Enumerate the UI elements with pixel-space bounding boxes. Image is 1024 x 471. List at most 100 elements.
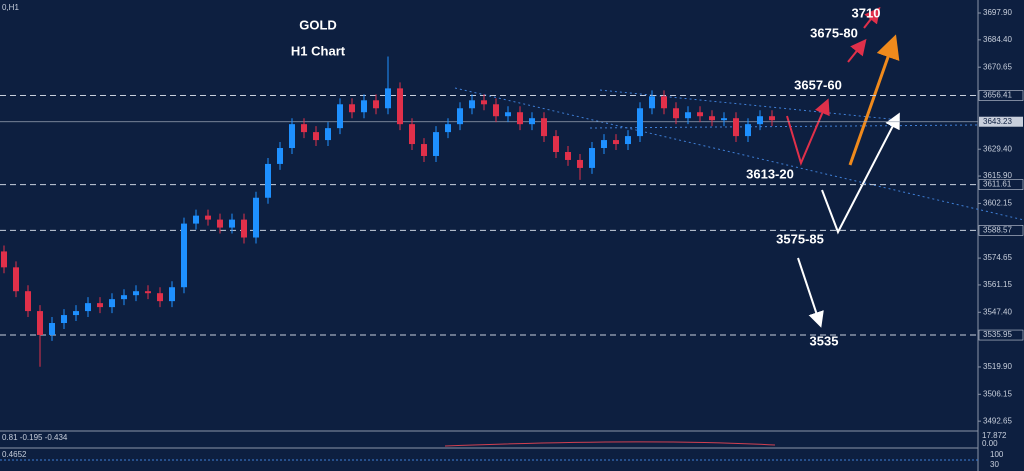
- annotation: 3575-85: [776, 231, 824, 246]
- candle-body: [721, 118, 727, 121]
- y-tick-label: 3492.65: [983, 416, 1012, 425]
- candle-body: [673, 108, 679, 119]
- candle-body: [277, 148, 283, 164]
- current-price-label: 3643.23: [983, 117, 1012, 126]
- candle-body: [265, 163, 271, 198]
- candle-body: [217, 219, 223, 228]
- candle-body: [505, 112, 511, 117]
- candle-body: [361, 100, 367, 113]
- candle-body: [37, 311, 43, 335]
- level-box: [978, 179, 1024, 190]
- candle-body: [541, 118, 547, 137]
- channel-lines: [454, 87, 1024, 221]
- candle-body: [421, 144, 427, 156]
- chart-title: GOLD: [299, 17, 337, 32]
- candle-body: [289, 124, 295, 149]
- level-label: 3611.61: [983, 180, 1012, 189]
- y-tick-label: 3561.15: [983, 280, 1012, 289]
- annotation: 3657-60: [794, 77, 842, 92]
- arrow: [797, 257, 824, 328]
- arrow: [821, 112, 900, 235]
- y-tick-label: 3615.90: [983, 171, 1012, 180]
- candle-body: [325, 128, 331, 141]
- annotation: 3535: [810, 333, 839, 348]
- candle-body: [385, 88, 391, 109]
- candle-body: [493, 104, 499, 117]
- candle-body: [229, 219, 235, 228]
- y-tick-label: 3574.65: [983, 253, 1012, 262]
- scenario-arrows: [786, 6, 900, 328]
- candle-body: [169, 287, 175, 302]
- candle-body: [49, 323, 55, 335]
- candle-body: [601, 140, 607, 149]
- candle-body: [73, 311, 79, 316]
- candle-body: [253, 197, 259, 238]
- annotation: 3675-80: [810, 25, 858, 40]
- candle-body: [193, 215, 199, 224]
- indicator-label: 0.4652: [2, 450, 27, 459]
- candle-body: [769, 116, 775, 121]
- arrow: [847, 38, 867, 63]
- candle-body: [181, 223, 187, 288]
- candle-body: [481, 100, 487, 105]
- candle-body: [85, 303, 91, 312]
- level-box: [978, 90, 1024, 101]
- y-tick-label: 3519.90: [983, 362, 1012, 371]
- candle-body: [157, 293, 163, 302]
- candle-body: [529, 118, 535, 125]
- candle-body: [649, 96, 655, 109]
- channel-line: [599, 89, 901, 121]
- candle-body: [121, 295, 127, 300]
- candle-body: [697, 112, 703, 117]
- annotation: 3613-20: [746, 166, 794, 181]
- level-label: 3535.95: [983, 330, 1012, 339]
- candle-body: [625, 136, 631, 145]
- candle-body: [637, 108, 643, 137]
- y-tick-label: 3684.40: [983, 35, 1012, 44]
- y-tick-label: 3602.15: [983, 199, 1012, 208]
- y-tick-label: 3547.40: [983, 307, 1012, 316]
- candle-body: [337, 104, 343, 129]
- arrow: [786, 98, 830, 166]
- indicator-line: [444, 441, 776, 447]
- candle-body: [109, 299, 115, 308]
- candle-body: [433, 132, 439, 156]
- candle-body: [613, 140, 619, 145]
- candle-body: [565, 152, 571, 160]
- candle-body: [97, 303, 103, 308]
- candle-body: [205, 215, 211, 220]
- candle-body: [517, 112, 523, 125]
- candle-body: [373, 100, 379, 109]
- annotation: 3710: [852, 5, 881, 20]
- candle-body: [13, 267, 19, 292]
- candle-body: [709, 116, 715, 121]
- candle-body: [145, 291, 151, 294]
- candle-body: [133, 291, 139, 296]
- y-tick-label: 3629.40: [983, 144, 1012, 153]
- level-box: [978, 329, 1024, 341]
- candle-body: [661, 96, 667, 109]
- chart-subtitle: H1 Chart: [291, 43, 346, 58]
- candle-body: [313, 132, 319, 141]
- candle-body: [685, 112, 691, 119]
- candle-body: [445, 124, 451, 133]
- candle-body: [577, 159, 583, 168]
- indicator-tick: 17.872: [982, 431, 1007, 440]
- indicator-tick: 100: [990, 450, 1004, 459]
- level-label: 3656.41: [983, 91, 1012, 100]
- symbol-label: 0,H1: [2, 3, 19, 12]
- indicator-tick: 0.00: [982, 439, 998, 448]
- candle-body: [301, 124, 307, 133]
- candle-body: [733, 118, 739, 137]
- y-tick-label: 3697.90: [983, 8, 1012, 17]
- candle-body: [25, 291, 31, 312]
- y-tick-label: 3506.15: [983, 389, 1012, 398]
- current-price-box: [979, 116, 1023, 127]
- indicator-tick: 30: [990, 460, 999, 469]
- candle-body: [397, 88, 403, 125]
- candle-body: [745, 124, 751, 137]
- arrow: [848, 34, 900, 166]
- candle-body: [589, 148, 595, 168]
